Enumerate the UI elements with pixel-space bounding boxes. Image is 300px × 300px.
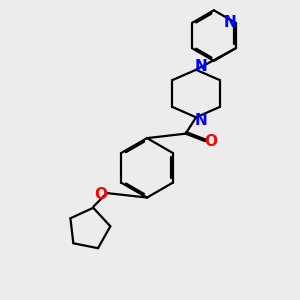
Text: O: O [204,134,218,148]
Text: N: N [224,15,237,30]
Text: O: O [94,187,107,202]
Text: N: N [194,113,207,128]
Text: N: N [194,59,207,74]
